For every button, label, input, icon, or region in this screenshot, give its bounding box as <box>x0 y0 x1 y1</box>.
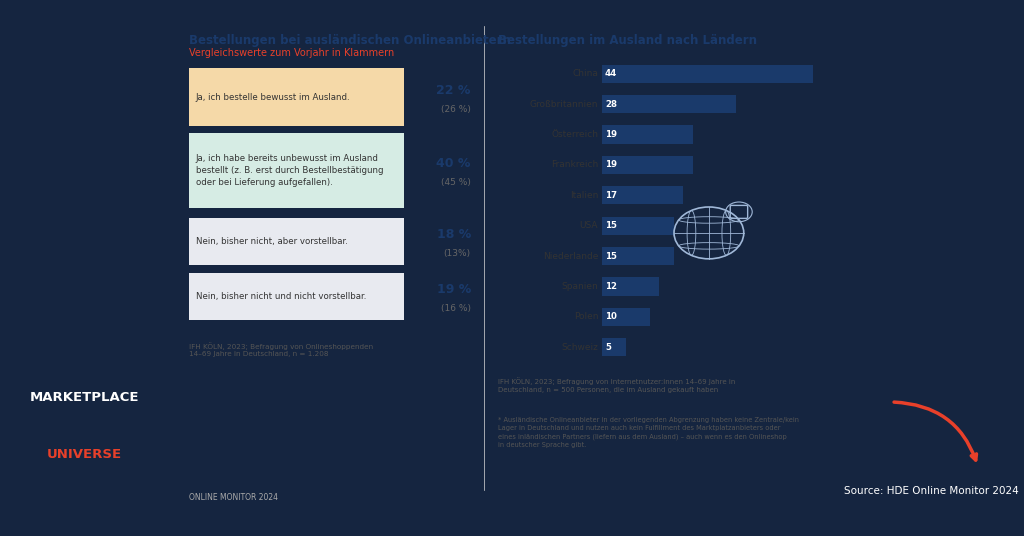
Text: 15: 15 <box>605 251 616 260</box>
Text: 19: 19 <box>605 160 616 169</box>
FancyBboxPatch shape <box>601 186 683 204</box>
Text: Schweiz: Schweiz <box>561 343 598 352</box>
Text: 22 %: 22 % <box>436 84 471 96</box>
FancyBboxPatch shape <box>601 217 674 235</box>
Text: 28: 28 <box>605 100 616 109</box>
Text: 5: 5 <box>605 343 610 352</box>
Text: Bestellungen bei ausländischen Onlineanbietern: Bestellungen bei ausländischen Onlineanb… <box>189 34 511 47</box>
FancyBboxPatch shape <box>601 64 813 83</box>
Text: 19 %: 19 % <box>436 283 471 296</box>
Text: China: China <box>572 69 598 78</box>
Text: 10: 10 <box>605 312 616 322</box>
FancyBboxPatch shape <box>601 247 674 265</box>
Text: Österreich: Österreich <box>551 130 598 139</box>
Text: Vergleichswerte zum Vorjahr in Klammern: Vergleichswerte zum Vorjahr in Klammern <box>189 48 394 58</box>
Text: 17: 17 <box>605 191 617 200</box>
Text: Ja, ich bestelle bewusst im Ausland.: Ja, ich bestelle bewusst im Ausland. <box>196 93 350 102</box>
Text: Nein, bisher nicht und nicht vorstellbar.: Nein, bisher nicht und nicht vorstellbar… <box>196 292 367 301</box>
Text: Spanien: Spanien <box>561 282 598 291</box>
Text: IFH KÖLN, 2023; Befragung von Internetnutzer:innen 14–69 Jahre in
Deutschland, n: IFH KÖLN, 2023; Befragung von Internetnu… <box>498 377 735 393</box>
FancyBboxPatch shape <box>601 95 736 113</box>
Text: * Ausländische Onlineanbieter in der vorliegenden Abgrenzung haben keine Zentral: * Ausländische Onlineanbieter in der vor… <box>498 418 799 448</box>
FancyBboxPatch shape <box>189 69 403 126</box>
FancyBboxPatch shape <box>601 125 693 144</box>
Text: Großbritannien: Großbritannien <box>529 100 598 109</box>
Text: Source: HDE Online Monitor 2024: Source: HDE Online Monitor 2024 <box>845 486 1019 496</box>
Text: Bestellungen im Ausland nach Ländern: Bestellungen im Ausland nach Ländern <box>498 34 757 47</box>
Text: 15: 15 <box>605 221 616 230</box>
FancyBboxPatch shape <box>601 156 693 174</box>
Text: Ja, ich habe bereits unbewusst im Ausland
bestellt (z. B. erst durch Bestellbest: Ja, ich habe bereits unbewusst im Auslan… <box>196 154 383 187</box>
Text: Niederlande: Niederlande <box>543 251 598 260</box>
Text: USA: USA <box>580 221 598 230</box>
Text: Frankreich: Frankreich <box>551 160 598 169</box>
Text: Nein, bisher nicht, aber vorstellbar.: Nein, bisher nicht, aber vorstellbar. <box>196 237 348 246</box>
FancyBboxPatch shape <box>601 308 649 326</box>
Text: (45 %): (45 %) <box>441 178 471 187</box>
Text: Italien: Italien <box>569 191 598 200</box>
Text: (13%): (13%) <box>443 249 471 258</box>
Text: MARKETPLACE: MARKETPLACE <box>30 391 139 404</box>
Text: 18 %: 18 % <box>436 228 471 241</box>
Text: 44: 44 <box>605 69 617 78</box>
Text: ONLINE MONITOR 2024: ONLINE MONITOR 2024 <box>189 493 279 502</box>
Text: 19: 19 <box>605 130 616 139</box>
Text: (26 %): (26 %) <box>441 105 471 114</box>
Text: 40 %: 40 % <box>436 157 471 170</box>
Text: IFH KÖLN, 2023; Befragung von Onlineshoppenden
14–69 Jahre in Deutschland, n = 1: IFH KÖLN, 2023; Befragung von Onlineshop… <box>189 343 373 358</box>
FancyBboxPatch shape <box>601 278 659 296</box>
FancyBboxPatch shape <box>189 218 403 265</box>
Text: 12: 12 <box>605 282 616 291</box>
Text: UNIVERSE: UNIVERSE <box>47 448 122 461</box>
FancyBboxPatch shape <box>601 338 626 356</box>
FancyBboxPatch shape <box>189 273 403 320</box>
Text: (16 %): (16 %) <box>440 304 471 313</box>
FancyBboxPatch shape <box>189 133 403 208</box>
Text: Polen: Polen <box>573 312 598 322</box>
